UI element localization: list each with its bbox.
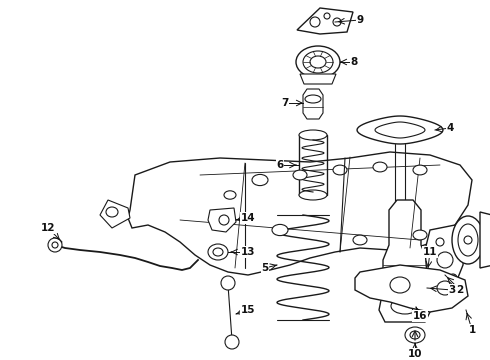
Ellipse shape: [208, 244, 228, 260]
Ellipse shape: [293, 170, 307, 180]
Text: 7: 7: [281, 98, 289, 108]
Polygon shape: [100, 200, 130, 228]
Text: 6: 6: [276, 160, 284, 170]
Polygon shape: [379, 290, 431, 322]
Text: 11: 11: [423, 247, 437, 257]
Polygon shape: [480, 212, 490, 268]
Ellipse shape: [296, 46, 340, 78]
Polygon shape: [300, 74, 336, 84]
Polygon shape: [128, 152, 472, 275]
Text: 4: 4: [446, 123, 454, 133]
Ellipse shape: [452, 216, 484, 264]
Text: 9: 9: [356, 15, 364, 25]
Ellipse shape: [299, 190, 327, 200]
Text: 15: 15: [241, 305, 255, 315]
Polygon shape: [383, 200, 427, 290]
Polygon shape: [303, 89, 323, 119]
Polygon shape: [355, 265, 468, 312]
Ellipse shape: [48, 238, 62, 252]
Text: 5: 5: [261, 263, 269, 273]
Ellipse shape: [221, 276, 235, 290]
Text: 2: 2: [456, 285, 464, 295]
Polygon shape: [208, 208, 236, 232]
Text: 16: 16: [413, 311, 427, 321]
Ellipse shape: [391, 298, 419, 314]
Ellipse shape: [225, 335, 239, 349]
Text: 13: 13: [241, 247, 255, 257]
Polygon shape: [297, 8, 353, 34]
Ellipse shape: [405, 327, 425, 343]
Ellipse shape: [373, 162, 387, 172]
Text: 10: 10: [408, 349, 422, 359]
Text: 1: 1: [468, 325, 476, 335]
Text: 14: 14: [241, 213, 255, 223]
Polygon shape: [357, 116, 443, 144]
Polygon shape: [375, 122, 425, 138]
Text: 12: 12: [41, 223, 55, 233]
Text: 8: 8: [350, 57, 358, 67]
Ellipse shape: [413, 230, 427, 240]
Ellipse shape: [404, 283, 420, 307]
Ellipse shape: [224, 191, 236, 199]
Polygon shape: [425, 225, 465, 292]
Ellipse shape: [252, 174, 268, 186]
Ellipse shape: [353, 235, 367, 245]
Ellipse shape: [272, 224, 288, 235]
Ellipse shape: [333, 165, 347, 175]
Text: 3: 3: [448, 285, 456, 295]
Ellipse shape: [413, 165, 427, 175]
Ellipse shape: [299, 130, 327, 140]
